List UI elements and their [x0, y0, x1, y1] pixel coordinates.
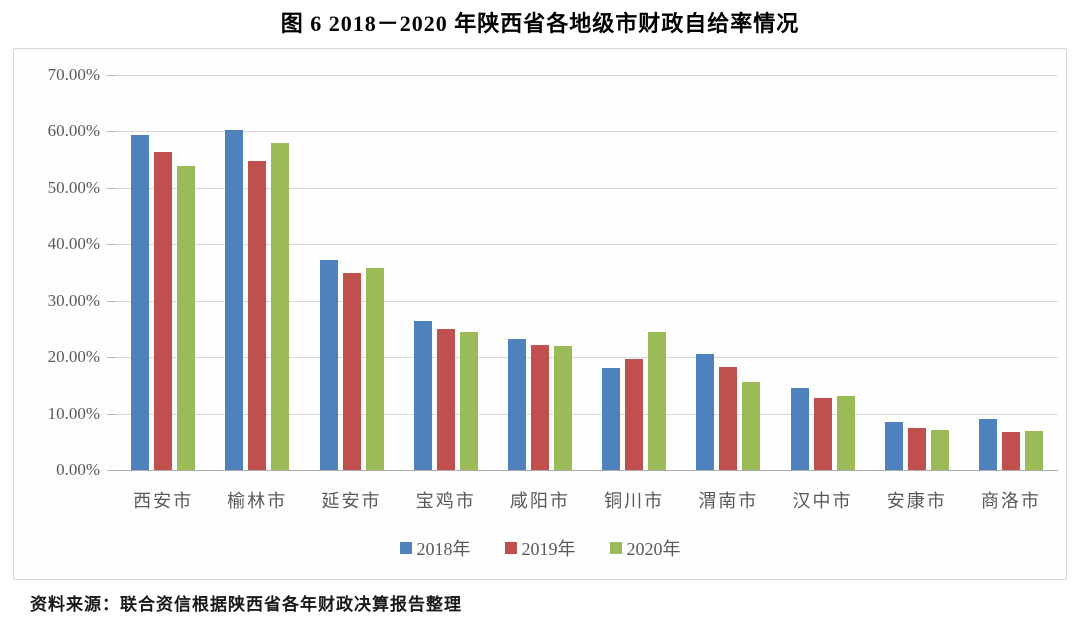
- bar-2018: [884, 421, 903, 470]
- y-axis-tick: [107, 357, 116, 358]
- x-category-label: 榆林市: [227, 491, 288, 511]
- chart-title: 图 6 2018－2020 年陕西省各地级市财政自给率情况: [280, 11, 800, 36]
- x-category-label: 商洛市: [980, 491, 1041, 511]
- x-category-label: 延安市: [321, 491, 382, 511]
- bar-group: [399, 75, 493, 470]
- x-category-label: 汉中市: [792, 491, 853, 511]
- legend: 2018年 2019年 2020年: [14, 535, 1066, 561]
- gridline: [116, 301, 1058, 302]
- x-category-label: 宝鸡市: [415, 491, 476, 511]
- legend-swatch: [609, 542, 622, 554]
- legend-label: 2020年: [626, 539, 681, 559]
- bar-2019: [1001, 431, 1020, 470]
- y-axis-tick: [107, 470, 116, 471]
- x-category-label: 安康市: [886, 491, 947, 511]
- bar-2020: [177, 166, 196, 470]
- gridline: [116, 131, 1058, 132]
- bar-group: [116, 75, 210, 470]
- x-category-label: 咸阳市: [509, 491, 570, 511]
- gridline: [116, 188, 1058, 189]
- bar-2018: [131, 134, 150, 470]
- bar-2020: [365, 268, 384, 470]
- y-axis-label: 40.00%: [47, 234, 100, 253]
- legend-swatch: [504, 542, 517, 554]
- x-axis-line: [116, 470, 1058, 471]
- bar-group: [587, 75, 681, 470]
- bar-2018: [602, 367, 621, 470]
- y-axis-label: 50.00%: [47, 178, 100, 197]
- legend-item: 2019年: [504, 535, 576, 561]
- legend-item: 2018年: [399, 535, 471, 561]
- bar-2019: [154, 151, 173, 470]
- bar-2020: [648, 332, 667, 470]
- bar-group: [964, 75, 1058, 470]
- bar-2019: [907, 427, 926, 470]
- bar-2018: [696, 354, 715, 470]
- bar-2020: [459, 331, 478, 470]
- bar-2018: [319, 259, 338, 470]
- y-axis: 70.00% 60.00% 50.00% 40.00% 30.00% 20.00% 10.0…: [14, 65, 116, 479]
- y-axis-tick: [107, 75, 116, 76]
- bar-2020: [930, 429, 949, 470]
- bar-2019: [813, 397, 832, 470]
- y-axis-label: 70.00%: [47, 65, 100, 84]
- gridline: [116, 75, 1058, 76]
- bar-2018: [790, 388, 809, 470]
- bar-2019: [342, 272, 361, 470]
- bar-group: [870, 75, 964, 470]
- bar-2018: [978, 419, 997, 470]
- plot-area: [116, 75, 1058, 471]
- y-axis-tick: [107, 131, 116, 132]
- bar-2019: [248, 160, 267, 470]
- bar-group: [681, 75, 775, 470]
- bar-groups: [116, 75, 1058, 470]
- y-axis-label: 10.00%: [47, 404, 100, 423]
- bar-group: [210, 75, 304, 470]
- x-category-label: 铜川市: [604, 491, 665, 511]
- y-axis-label: 30.00%: [47, 291, 100, 310]
- bar-2018: [413, 320, 432, 470]
- bar-2020: [742, 382, 761, 470]
- bar-2019: [530, 345, 549, 470]
- gridline: [116, 414, 1058, 415]
- x-category-label: 西安市: [133, 491, 194, 511]
- bar-2019: [719, 366, 738, 470]
- y-axis-tick: [107, 244, 116, 245]
- legend-item: 2020年: [609, 535, 681, 561]
- bar-2020: [553, 346, 572, 470]
- y-axis-tick: [107, 188, 116, 189]
- bar-2020: [1024, 430, 1043, 470]
- y-axis-label: 20.00%: [47, 347, 100, 366]
- bar-2019: [625, 359, 644, 470]
- bar-2019: [436, 328, 455, 470]
- gridline: [116, 357, 1058, 358]
- legend-label: 2019年: [521, 539, 576, 559]
- bar-2020: [836, 395, 855, 470]
- x-category-label: 渭南市: [698, 491, 759, 511]
- legend-label: 2018年: [416, 539, 471, 559]
- y-axis-tick: [107, 301, 116, 302]
- gridline: [116, 244, 1058, 245]
- legend-swatch: [399, 542, 412, 554]
- source-note: 资料来源：联合资信根据陕西省各年财政决算报告整理: [30, 595, 462, 614]
- bar-group: [775, 75, 869, 470]
- y-axis-label: 0.00%: [56, 460, 100, 479]
- y-axis-label: 60.00%: [47, 121, 100, 140]
- chart-frame: 70.00% 60.00% 50.00% 40.00% 30.00% 20.00% 10.0…: [13, 48, 1067, 580]
- bar-group: [493, 75, 587, 470]
- bar-2020: [271, 142, 290, 470]
- y-axis-tick: [107, 414, 116, 415]
- x-axis-labels: 西安市 榆林市 延安市 宝鸡市 咸阳市 铜川市 渭南市 汉中市 安康市 商洛市: [116, 487, 1058, 513]
- bar-group: [304, 75, 398, 470]
- bar-2018: [507, 338, 526, 470]
- bar-2018: [225, 130, 244, 470]
